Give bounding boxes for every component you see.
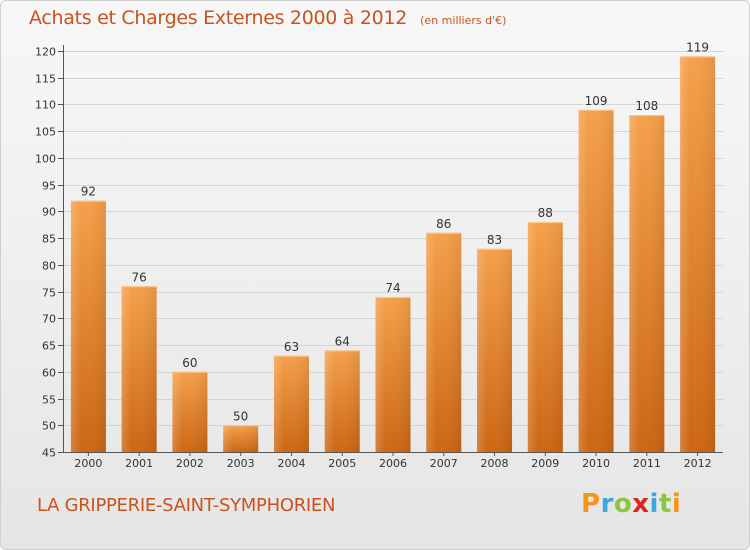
x-tick-label: 2001 bbox=[125, 457, 153, 470]
y-tick-label: 100 bbox=[35, 153, 56, 166]
y-tick-label: 105 bbox=[35, 126, 56, 139]
commune-name: LA GRIPPERIE-SAINT-SYMPHORIEN bbox=[37, 495, 336, 516]
y-tick-label: 55 bbox=[42, 394, 56, 407]
bar-shade bbox=[527, 222, 563, 452]
brand-letter: i bbox=[649, 489, 659, 519]
brand-letter: i bbox=[671, 489, 682, 519]
bar-layer bbox=[70, 56, 716, 453]
x-tick-label: 2009 bbox=[531, 457, 559, 470]
x-tick-label: 2000 bbox=[74, 457, 102, 470]
y-tick-label: 120 bbox=[35, 46, 56, 59]
data-label: 74 bbox=[385, 281, 400, 295]
data-label: 109 bbox=[585, 94, 608, 108]
data-label: 86 bbox=[436, 217, 451, 231]
y-tick-label: 95 bbox=[42, 180, 56, 193]
chart-subtitle: (en milliers d'€) bbox=[420, 14, 507, 27]
bar-shade bbox=[172, 371, 208, 452]
x-tick-label: 2008 bbox=[481, 457, 509, 470]
y-tick-label: 50 bbox=[42, 420, 56, 433]
bar-shade bbox=[121, 286, 157, 452]
y-tick-label: 110 bbox=[35, 99, 56, 112]
brand-letter: t bbox=[658, 489, 672, 519]
data-label: 60 bbox=[182, 356, 197, 370]
x-tick-label: 2002 bbox=[176, 457, 204, 470]
label-layer: 92 2000 76 2001 60 2002 50 2003 63 2004 64 2005 74 20… bbox=[74, 40, 711, 470]
data-label: 88 bbox=[538, 206, 553, 220]
y-tick-label: 45 bbox=[42, 447, 56, 460]
brand-letter: r bbox=[600, 489, 614, 519]
y-tick-label: 70 bbox=[42, 313, 56, 326]
bar-shade bbox=[70, 200, 106, 452]
bar-shade bbox=[426, 232, 462, 452]
bar-shade bbox=[629, 115, 665, 452]
bar-shade bbox=[324, 350, 360, 452]
x-tick-label: 2010 bbox=[582, 457, 610, 470]
brand-letter: x bbox=[632, 489, 650, 519]
x-tick-label: 2004 bbox=[277, 457, 305, 470]
x-tick-label: 2007 bbox=[430, 457, 458, 470]
axis-layer: 45 50 55 60 65 70 75 80 85 90 95 100 105 110 115 120 bbox=[35, 45, 723, 460]
y-tick-label: 80 bbox=[42, 260, 56, 273]
x-tick-label: 2011 bbox=[633, 457, 661, 470]
brand-letter: o bbox=[613, 489, 633, 519]
x-tick-label: 2012 bbox=[684, 457, 712, 470]
x-tick-label: 2003 bbox=[227, 457, 255, 470]
bar-shade bbox=[375, 296, 411, 452]
brand-letter: P bbox=[581, 489, 601, 519]
data-label: 50 bbox=[233, 409, 248, 423]
title-row: Achats et Charges Externes 2000 à 2012 (… bbox=[29, 7, 506, 29]
proxiti-logo[interactable]: Proxiti bbox=[581, 489, 681, 519]
data-label: 108 bbox=[635, 99, 658, 113]
bar-shade bbox=[273, 355, 309, 452]
x-tick-label: 2006 bbox=[379, 457, 407, 470]
x-tick-label: 2005 bbox=[328, 457, 356, 470]
bar-shade bbox=[223, 425, 259, 452]
y-tick-label: 60 bbox=[42, 367, 56, 380]
data-label: 83 bbox=[487, 233, 502, 247]
data-label: 76 bbox=[132, 270, 147, 284]
y-tick-label: 85 bbox=[42, 233, 56, 246]
bar-shade bbox=[477, 248, 513, 452]
bar-shade bbox=[578, 109, 614, 453]
y-tick-label: 115 bbox=[35, 73, 56, 86]
y-tick-label: 90 bbox=[42, 206, 56, 219]
chart-title: Achats et Charges Externes 2000 à 2012 bbox=[29, 7, 408, 29]
y-tick-label: 65 bbox=[42, 340, 56, 353]
data-label: 64 bbox=[335, 334, 350, 348]
bar-shade bbox=[680, 56, 716, 452]
data-label: 119 bbox=[686, 40, 709, 54]
y-tick-label: 75 bbox=[42, 287, 56, 300]
data-label: 92 bbox=[81, 185, 96, 199]
data-label: 63 bbox=[284, 340, 299, 354]
